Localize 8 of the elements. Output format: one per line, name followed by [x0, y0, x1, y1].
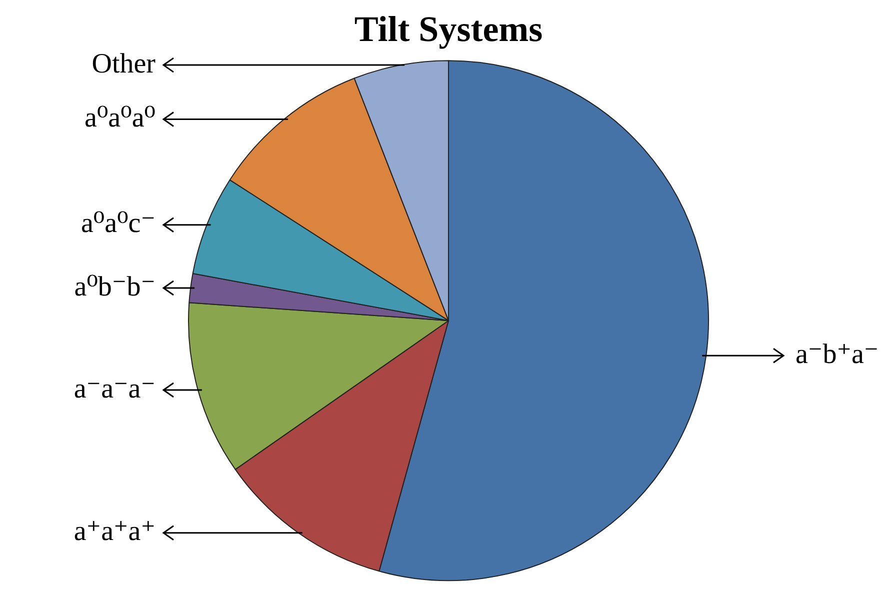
slice-label: a⁻b⁺a⁻: [796, 338, 879, 370]
slice-label: Other: [92, 48, 156, 80]
slice-label: a⁰b⁻b⁻: [74, 271, 156, 302]
slice-label: a⁻a⁻a⁻: [74, 373, 156, 404]
slice-label: a⁺a⁺a⁺: [74, 516, 156, 548]
slice-label: a⁰a⁰c⁻: [80, 208, 156, 240]
slice-label: a⁰a⁰a⁰: [84, 102, 156, 134]
chart-title: Tilt Systems: [354, 8, 543, 49]
